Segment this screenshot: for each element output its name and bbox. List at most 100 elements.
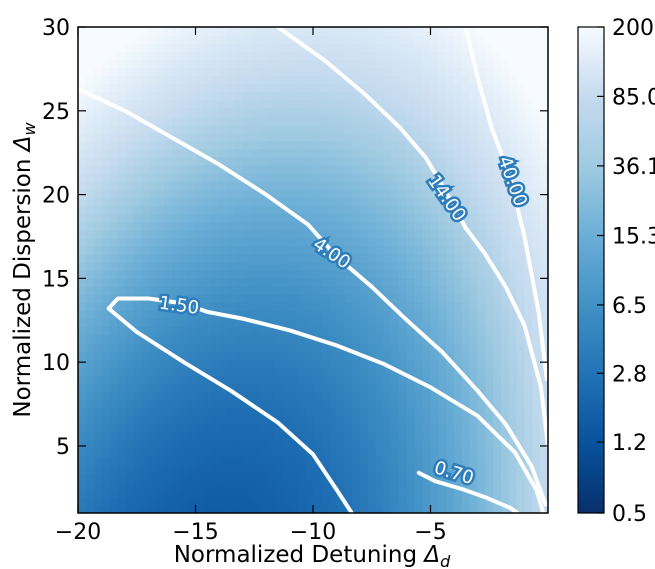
heat-cell <box>156 464 165 474</box>
heat-cell <box>109 51 118 60</box>
heat-cell <box>540 116 548 125</box>
heat-cell <box>516 237 526 247</box>
heat-cell <box>117 229 126 239</box>
heat-cell <box>469 245 479 255</box>
heat-cell <box>485 140 494 150</box>
heat-cell <box>234 294 244 303</box>
heat-cell <box>242 197 251 206</box>
heat-cell <box>132 253 142 263</box>
heat-cell <box>391 464 400 474</box>
heat-cell <box>508 334 518 344</box>
heat-cell <box>125 124 134 133</box>
heat-cell <box>85 318 95 328</box>
heat-cell <box>493 375 502 384</box>
heat-cell <box>508 318 518 328</box>
heat-cell <box>101 108 110 117</box>
heat-cell <box>532 423 541 433</box>
heat-cell <box>336 294 345 303</box>
heat-cell <box>140 480 150 490</box>
heat-cell <box>383 75 392 85</box>
heat-cell <box>258 278 267 287</box>
heat-cell <box>508 488 518 498</box>
heat-cell <box>258 367 267 376</box>
heat-cell <box>305 108 314 117</box>
heat-cell <box>281 108 291 117</box>
heat-cell <box>469 504 479 513</box>
heat-cell <box>203 132 212 141</box>
heat-cell <box>469 415 479 425</box>
heat-cell <box>477 375 486 384</box>
heat-cell <box>258 270 267 279</box>
heat-cell <box>532 83 541 93</box>
heat-cell <box>179 27 189 36</box>
heat-cell <box>336 180 345 190</box>
heat-cell <box>469 83 479 93</box>
heat-cell <box>266 229 275 239</box>
heat-cell <box>399 27 408 36</box>
heat-cell <box>258 326 267 336</box>
heat-cell <box>313 132 322 141</box>
heat-cell <box>461 432 471 441</box>
heat-cell <box>383 310 392 320</box>
heat-cell <box>360 504 369 513</box>
heat-cell <box>313 35 322 44</box>
heat-cell <box>250 27 259 36</box>
heat-cell <box>516 302 526 312</box>
heat-cell <box>399 221 408 231</box>
heat-cell <box>101 480 110 490</box>
heat-cell <box>477 432 486 441</box>
heat-cell <box>328 43 338 52</box>
heat-cell <box>219 326 228 336</box>
heat-cell <box>422 440 432 449</box>
heat-cell <box>78 51 87 60</box>
heat-cell <box>289 180 298 190</box>
heat-cell <box>266 504 275 513</box>
heat-cell <box>195 132 204 141</box>
heat-cell <box>414 270 424 279</box>
heat-cell <box>266 67 275 77</box>
heat-cell <box>477 326 486 336</box>
heat-cell <box>454 334 463 344</box>
heat-cell <box>203 342 212 352</box>
heat-cell <box>532 407 541 417</box>
heat-cell <box>446 440 455 449</box>
heat-cell <box>281 253 291 263</box>
heat-cell <box>438 367 447 376</box>
heat-cell <box>328 334 338 344</box>
heat-cell <box>93 488 103 498</box>
heat-cell <box>164 261 173 271</box>
heat-cell <box>250 67 259 77</box>
heat-cell <box>375 440 385 449</box>
heat-cell <box>469 367 479 376</box>
heat-cell <box>132 35 142 44</box>
heat-cell <box>430 399 439 409</box>
heat-cell <box>313 310 322 320</box>
heat-cell <box>407 407 416 417</box>
heat-cell <box>187 294 197 303</box>
heat-cell <box>344 221 353 231</box>
heat-cell <box>446 213 455 222</box>
heat-cell <box>109 253 118 263</box>
heat-cell <box>242 448 251 457</box>
heat-cell <box>430 75 439 85</box>
heat-cell <box>203 35 212 44</box>
heat-cell <box>234 197 244 206</box>
heat-cell <box>501 140 510 150</box>
heat-cell <box>140 342 150 352</box>
heat-cell <box>156 286 165 295</box>
heat-cell <box>156 83 165 93</box>
heat-cell <box>266 140 275 150</box>
heat-cell <box>172 399 181 409</box>
heat-cell <box>367 75 377 85</box>
heat-cell <box>360 496 369 506</box>
heat-cell <box>93 59 103 69</box>
heat-cell <box>540 326 548 336</box>
heat-cell <box>219 51 228 60</box>
heat-cell <box>297 270 306 279</box>
heat-cell <box>454 310 463 320</box>
heat-cell <box>391 197 400 206</box>
heat-cell <box>532 164 541 174</box>
heat-cell <box>344 91 353 101</box>
heat-cell <box>446 415 455 425</box>
heat-cell <box>289 318 298 328</box>
